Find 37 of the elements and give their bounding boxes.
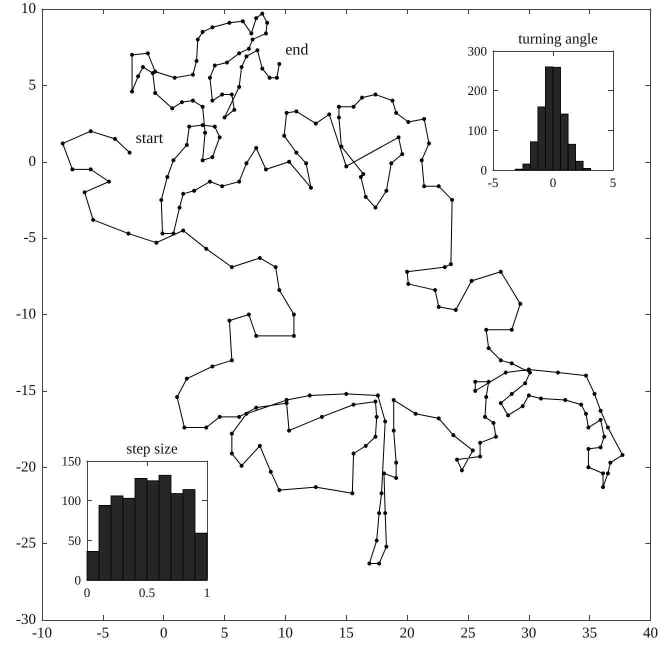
y-tick-label: -15 (16, 382, 36, 399)
x-tick-label: 0 (84, 585, 90, 600)
y-tick-label: 150 (62, 454, 81, 468)
x-tick-label: -5 (488, 175, 498, 190)
x-tick-label: 0 (550, 175, 556, 190)
y-tick-label: 0 (28, 154, 36, 170)
x-tick-label: 1 (204, 585, 210, 600)
y-tick-label: 5 (28, 77, 36, 94)
y-tick-label: -25 (16, 536, 36, 552)
chart-title: turning angle (518, 32, 598, 48)
x-tick-label: 0 (160, 626, 168, 642)
y-tick-label: 50 (68, 532, 81, 548)
x-tick-label: 25 (460, 626, 476, 642)
x-tick-label: 0.5 (138, 585, 156, 600)
x-tick-label: 35 (582, 626, 598, 642)
x-tick-label: -5 (96, 626, 110, 642)
y-tick-label: -20 (16, 459, 36, 476)
y-tick-label: 0 (480, 162, 487, 178)
y-tick-label: 100 (62, 493, 81, 508)
annotation: start (136, 130, 164, 148)
y-tick-label: 10 (21, 1, 36, 17)
x-tick-label: 15 (338, 626, 354, 642)
x-tick-label: 10 (278, 626, 293, 642)
y-tick-label: 0 (74, 572, 81, 588)
y-tick-label: 300 (468, 44, 487, 58)
x-tick-label: 20 (400, 626, 415, 642)
chart-title: step size (126, 442, 178, 458)
annotation: end (285, 41, 308, 58)
x-tick-label: 5 (220, 626, 228, 642)
x-tick-label: 30 (521, 626, 536, 642)
y-tick-label: 200 (468, 83, 487, 98)
y-tick-label: -10 (16, 306, 36, 322)
y-tick-label: 100 (468, 122, 487, 138)
y-tick-label: -5 (24, 230, 36, 246)
y-tick-label: -30 (16, 612, 36, 628)
x-tick-label: 5 (610, 175, 616, 190)
x-tick-label: 40 (643, 626, 658, 642)
